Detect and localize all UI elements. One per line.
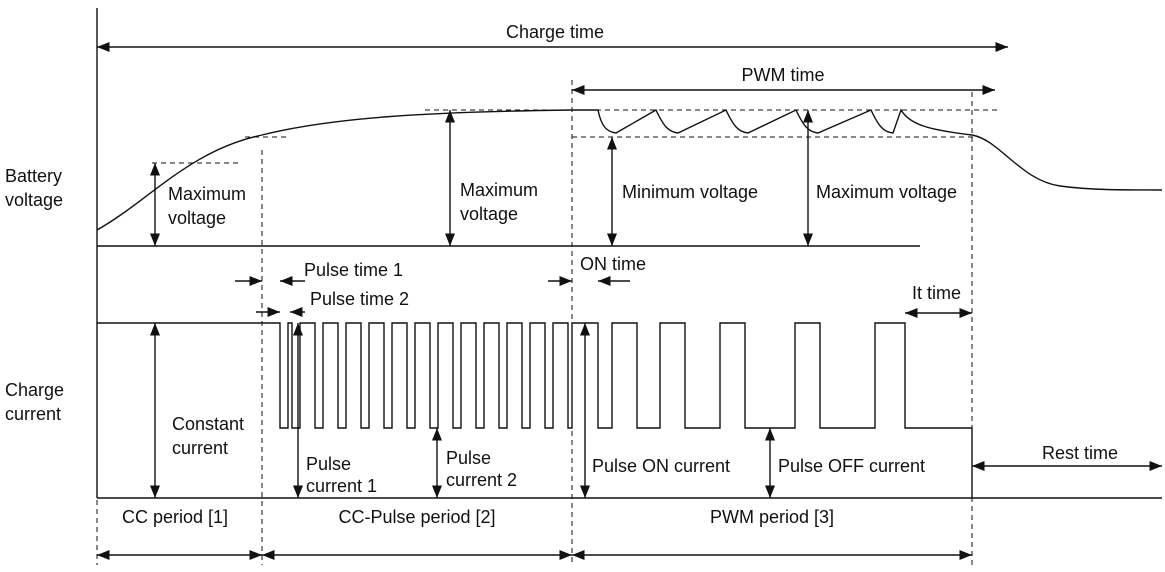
- label: PWM time: [742, 65, 825, 85]
- label: Maximum voltage: [816, 182, 957, 202]
- label: Battery voltage: [5, 166, 63, 210]
- period-label: CC-Pulse period [2]: [338, 507, 495, 527]
- arrows: [97, 41, 1162, 561]
- charge-current-curve: [97, 322, 973, 498]
- label: Charge time: [506, 22, 604, 42]
- label: Maximum voltage: [168, 184, 246, 228]
- period-label: PWM period [3]: [710, 507, 834, 527]
- label: ON time: [580, 254, 646, 274]
- label: Charge current: [5, 380, 64, 424]
- label: Pulse OFF current: [778, 456, 925, 476]
- label: Pulse ON current: [592, 456, 730, 476]
- axes: [96, 8, 1162, 499]
- label: Pulse time 2: [310, 289, 409, 309]
- period-label: CC period [1]: [122, 507, 228, 527]
- label: Maximum voltage: [460, 180, 538, 224]
- label: Pulse current 1: [306, 454, 377, 496]
- battery-voltage-curve: [96, 108, 1163, 231]
- label: Constant current: [172, 414, 244, 458]
- label: Minimum voltage: [622, 182, 758, 202]
- label: Pulse current 2: [446, 448, 517, 490]
- label: Rest time: [1042, 443, 1118, 463]
- label: It time: [912, 283, 961, 303]
- label: Pulse time 1: [304, 260, 403, 280]
